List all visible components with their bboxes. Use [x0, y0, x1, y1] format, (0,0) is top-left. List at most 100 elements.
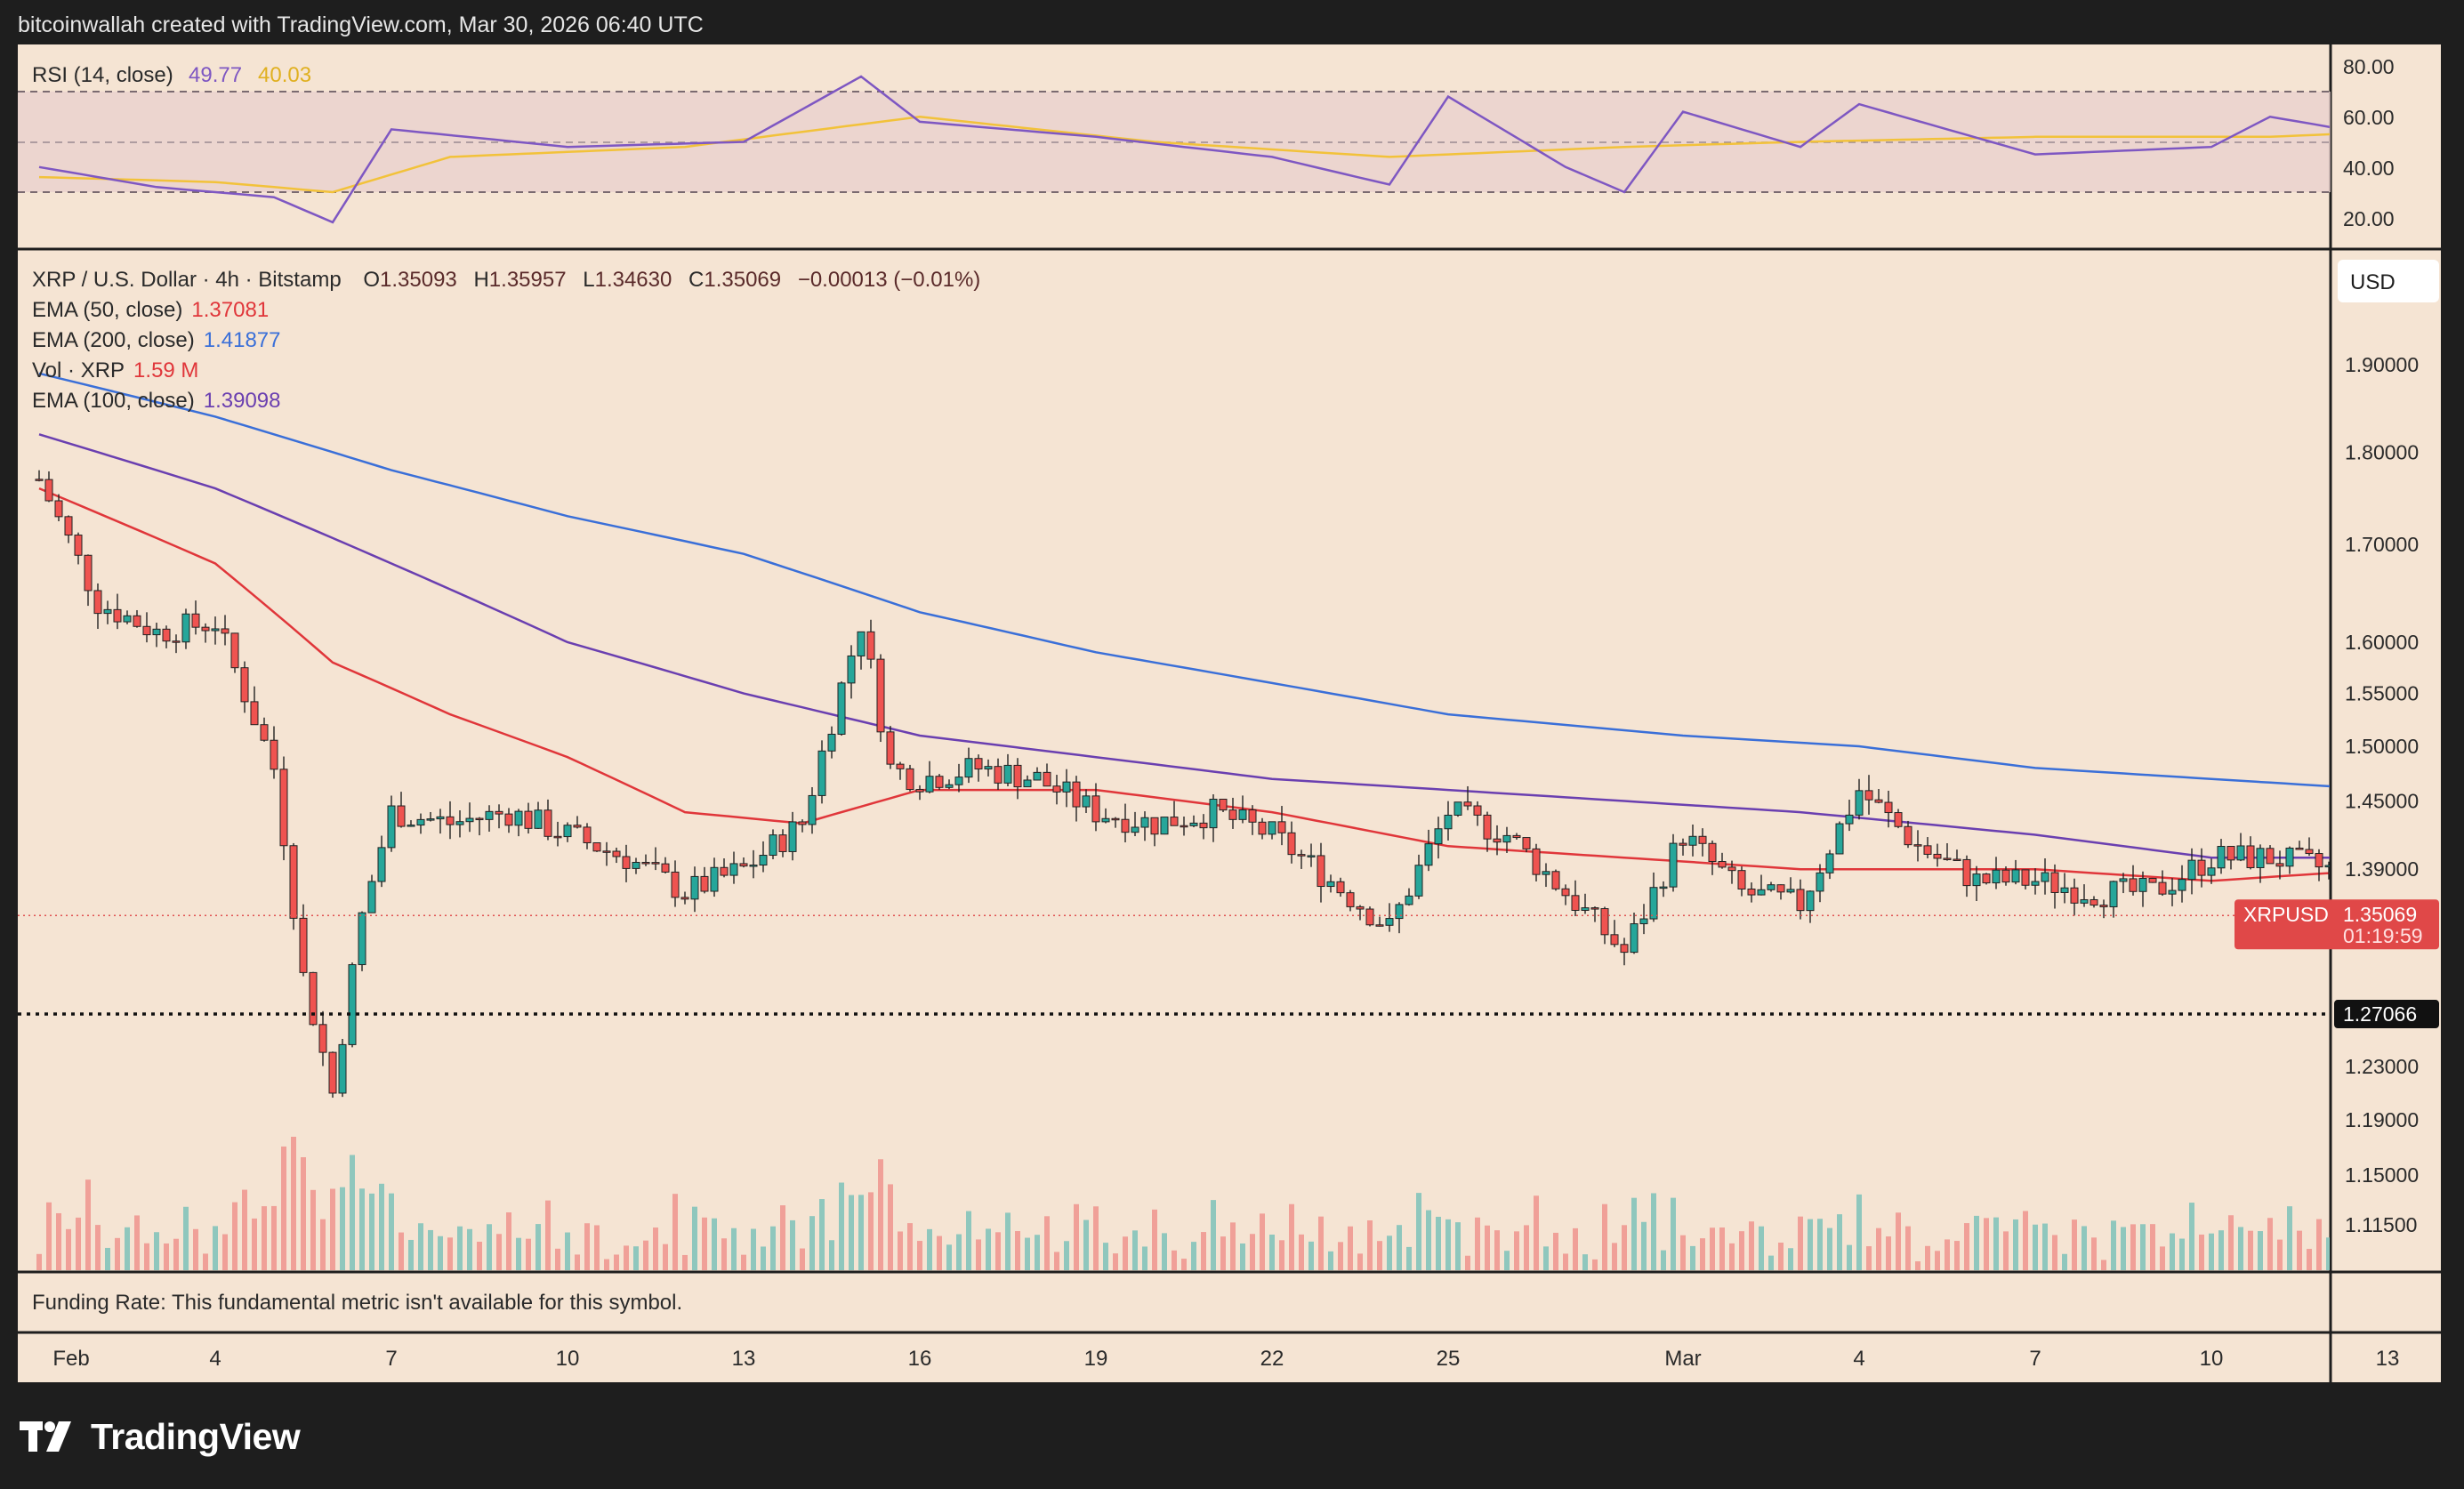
volume-bar [340, 1187, 345, 1270]
candle [1659, 881, 1668, 897]
candle-body [1796, 889, 1805, 912]
candle [876, 654, 885, 743]
candle [2295, 841, 2304, 850]
volume-bar [1181, 1259, 1187, 1270]
volume-bar [1935, 1251, 1940, 1270]
candle [1845, 800, 1854, 832]
price-axis[interactable]: USD 1.90000 1.80000 1.70000 1.60000 1.55000 1… [2235, 260, 2439, 1236]
candle [64, 515, 73, 543]
volume-bar [1455, 1222, 1461, 1270]
candle-body [1649, 887, 1658, 920]
candle-body [798, 821, 807, 825]
candle [2187, 848, 2196, 895]
volume-bar [1230, 1222, 1236, 1270]
time-tick-label: 13 [2376, 1347, 2400, 1371]
candle [925, 761, 934, 793]
candle-body [2031, 881, 2040, 886]
legend-symbol: XRP / U.S. Dollar · 4h · Bitstamp O1.350… [32, 268, 980, 292]
candle-body [906, 768, 914, 791]
volume-bar [1534, 1195, 1539, 1270]
volume-bar [594, 1225, 600, 1270]
candle-body [142, 625, 151, 636]
time-axis[interactable]: Feb47101316192225Mar4710131619222528Apr4… [52, 1347, 2464, 1371]
candle [1444, 801, 1453, 841]
candle-body [2021, 869, 2030, 886]
legend-ema200[interactable]: EMA (200, close) 1.41877 [32, 328, 281, 352]
volume-bar [1318, 1216, 1324, 1270]
candle-body [573, 825, 582, 828]
candle [553, 821, 562, 847]
candle-body [1375, 924, 1384, 927]
volume-bar [672, 1194, 678, 1270]
candle-body [367, 881, 376, 914]
candle [1180, 817, 1188, 836]
candle [935, 774, 944, 790]
legend-volume[interactable]: Vol · XRP 1.59 M [32, 358, 198, 382]
candle-body [1542, 871, 1550, 875]
price-tick-label: 1.80000 [2345, 440, 2419, 463]
volume-bar [770, 1226, 776, 1270]
candle-body [465, 817, 474, 823]
candle [1561, 884, 1570, 905]
volume-bar [995, 1232, 1001, 1270]
volume-bar [1103, 1243, 1108, 1270]
candle [1062, 769, 1071, 808]
volume-bar [849, 1195, 854, 1270]
candle [455, 809, 464, 838]
candle [2217, 839, 2226, 874]
candle [1385, 903, 1394, 932]
volume-bar [2189, 1203, 2194, 1270]
candle-body [318, 1024, 327, 1053]
candle-body [201, 626, 210, 632]
volume-bar [1886, 1236, 1891, 1270]
volume-bar [2287, 1206, 2292, 1270]
ema200-line [38, 372, 2330, 788]
candle-body [1219, 798, 1228, 811]
candle [446, 801, 455, 840]
volume-bar [1445, 1219, 1451, 1270]
candle-body [837, 682, 846, 735]
candle [866, 619, 875, 669]
candle-body [2266, 848, 2275, 865]
rsi-ma-line [38, 116, 2330, 194]
candle [1268, 821, 1276, 840]
volume-bar [819, 1199, 825, 1270]
volume-bar [643, 1240, 648, 1270]
volume-bar [1357, 1253, 1363, 1270]
candle-body [1590, 907, 1599, 910]
volume-bar [457, 1226, 463, 1270]
legend-ema100[interactable]: EMA (100, close) 1.39098 [32, 389, 281, 413]
volume-bar [1612, 1243, 1617, 1270]
candle-body [1864, 790, 1873, 801]
candle [1943, 843, 1952, 861]
candle [436, 809, 445, 834]
candle-body [309, 971, 318, 1026]
volume-bar [1719, 1227, 1725, 1270]
candle-body [1727, 866, 1736, 872]
volume-bar [2082, 1226, 2087, 1270]
candle-body [544, 809, 552, 837]
volume-bar [1093, 1206, 1099, 1270]
volume-bar [1788, 1248, 1793, 1270]
candle-body [1131, 826, 1139, 833]
candle-body [1248, 809, 1257, 823]
volume-bar [2130, 1224, 2136, 1270]
candle-body [123, 615, 132, 623]
candle-body [524, 810, 533, 829]
candle-body [2070, 887, 2079, 904]
volume-bar [2228, 1215, 2234, 1270]
tradingview-logo-text: TradingView [91, 1415, 301, 1457]
volume-bar [898, 1231, 903, 1270]
volume-bar [1514, 1231, 1519, 1270]
candle-body [2158, 881, 2167, 895]
candle [749, 849, 758, 879]
tradingview-logo[interactable]: TradingView [20, 1414, 301, 1459]
candle [318, 1010, 327, 1066]
candle [93, 583, 102, 630]
currency-button[interactable] [2338, 260, 2439, 302]
volume-bar [917, 1241, 922, 1270]
candle [984, 759, 993, 777]
candle [2285, 846, 2294, 874]
legend-ema50[interactable]: EMA (50, close) 1.37081 [32, 298, 269, 322]
volume-bar [193, 1228, 198, 1270]
